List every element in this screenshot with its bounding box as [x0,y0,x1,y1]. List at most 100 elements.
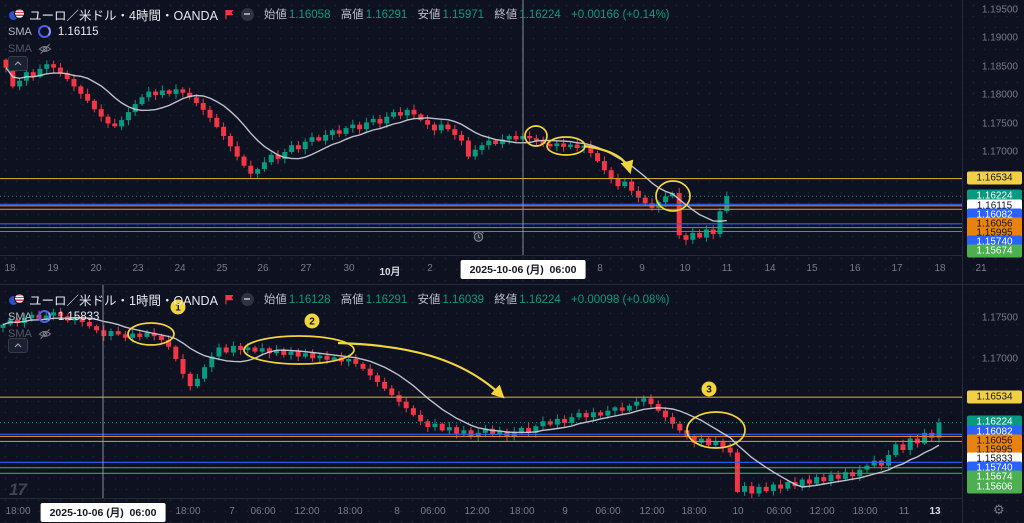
sma-line [5,67,727,222]
time-label: 30 [343,263,355,274]
price-tick-label: 1.19000 [981,32,1018,44]
time-label: 16 [849,263,861,274]
sma-line [2,316,940,488]
highlight-ellipse[interactable] [686,411,746,449]
time-label: 10 [732,506,744,517]
sma-indicator-label[interactable]: SMA [8,25,32,38]
close-value: 1.16224 [519,9,561,21]
time-label: 18:00 [509,506,535,517]
time-label: 25 [216,263,228,274]
us-flag-icon [14,292,25,304]
time-label: 27 [300,263,312,274]
time-label: 2 [427,263,433,274]
price-label[interactable]: 1.16534 [967,390,1022,404]
high-label: 高値 [340,294,364,306]
highlight-ellipse[interactable] [127,322,175,346]
sma-hidden-label[interactable]: SMA [8,42,32,55]
close-label: 終値 [494,9,518,21]
time-label: 10 [679,263,691,274]
highlight-ellipse[interactable] [524,125,548,147]
flag-icon[interactable] [224,294,235,305]
number-badge[interactable] [304,313,320,329]
alarm-icon[interactable] [472,230,485,243]
price-label[interactable]: 1.15674 [967,470,1022,484]
price-tick-label: 1.17500 [981,312,1018,324]
eye-off-icon[interactable] [38,43,52,55]
legend-more-icon[interactable] [240,292,254,306]
symbol-title-1h[interactable]: ユーロ／米ドル・1時間・OANDA [29,293,218,308]
time-label: 26 [257,263,269,274]
minus-icon [244,13,251,15]
settings-icon[interactable]: ⚙ [993,502,1005,517]
time-label: 7 [229,506,235,517]
time-label: 18:00 [681,506,707,517]
symbol-logo-eurusd [8,292,25,306]
high-value: 1.16291 [365,9,408,21]
pane-divider[interactable] [0,284,1024,285]
price-label[interactable]: 1.16224 [967,415,1022,429]
time-label: 12:00 [294,506,320,517]
annotation-arrow[interactable] [583,144,634,175]
number-badge[interactable] [701,381,717,397]
chart-pane-4h[interactable] [0,0,962,255]
number-badge[interactable] [170,299,186,315]
time-label: 20 [90,263,102,274]
price-label[interactable]: 1.15674 [967,244,1022,258]
legend-more-icon[interactable] [240,7,254,21]
time-label: 06:00 [250,506,276,517]
time-label: 14 [764,263,776,274]
flag-icon[interactable] [224,9,235,20]
us-flag-icon [14,7,25,19]
number-badge-label: 3 [706,385,712,396]
chart-pane-1h[interactable]: 1 2 3 [0,285,962,498]
annotations-layer[interactable]: 1 2 3 [127,299,746,449]
time-label: 8 [394,506,400,517]
price-tick-label: 1.18500 [981,61,1018,73]
legend-1h: ユーロ／米ドル・1時間・OANDA 始値 1.16128 高値 1.16291 安値… [8,290,677,342]
time-label: 06:00 [420,506,446,517]
time-label: 9 [562,506,568,517]
sma-indicator-label[interactable]: SMA [8,310,32,323]
time-label: 10月 [379,267,401,278]
sma-hidden-label[interactable]: SMA [8,327,32,340]
annotations-layer[interactable] [524,125,691,212]
time-label: 15 [806,263,818,274]
time-label: 9 [639,263,645,274]
price-tick-label: 1.17000 [981,353,1018,365]
symbol-title-4h[interactable]: ユーロ／米ドル・4時間・OANDA [29,8,218,23]
close-label: 終値 [494,294,518,306]
price-tick-label: 1.19500 [981,4,1018,16]
highlight-ellipse[interactable] [243,335,355,365]
price-label[interactable]: 1.16534 [967,171,1022,185]
open-value: 1.16128 [288,294,331,306]
sma-loading-icon [37,310,51,323]
time-label: 8 [597,263,603,274]
pane-collapse-button-4h[interactable] [8,56,28,71]
highlight-ellipse[interactable] [655,180,691,212]
number-badge-label: 2 [309,317,315,328]
price-label[interactable]: 1.16224 [967,189,1022,203]
high-value: 1.16291 [365,294,408,306]
time-label: 18 [4,263,16,274]
price-tick-label: 1.17500 [981,118,1018,130]
sma-value: 1.16115 [57,25,99,38]
time-label: 06:00 [766,506,792,517]
time-label: 17 [891,263,903,274]
pane-collapse-button-1h[interactable] [8,338,28,353]
time-label: 24 [174,263,186,274]
time-label: 18:00 [852,506,878,517]
low-label: 安値 [417,294,441,306]
price-label[interactable]: 1.15606 [967,480,1022,494]
candles-layer [3,58,730,245]
price-tick-label: 1.18000 [981,89,1018,101]
eye-off-icon[interactable] [38,328,52,340]
time-label: 06:00 [595,506,621,517]
price-scale[interactable]: ⚙ 1.19500 1.19000 1.18500 1.18000 1.17500 1.1… [962,0,1024,523]
annotation-arrow[interactable] [337,341,505,399]
crosshair-time-tooltip: 2025-10-06 (月) 06:00 [460,260,586,279]
legend-4h: ユーロ／米ドル・4時間・OANDA 始値 1.16058 高値 1.16291 安値… [8,5,677,57]
time-label: 23 [132,263,144,274]
time-axis-1h[interactable]: 18:00 18:00 7 06:00 12:00 18:00 8 06:00 12:00 18:… [0,498,962,523]
time-axis-4h[interactable]: 18 19 20 23 24 25 26 27 30 10月 2 8 9 10 11 14 15 16 17 18 21… [0,255,987,285]
